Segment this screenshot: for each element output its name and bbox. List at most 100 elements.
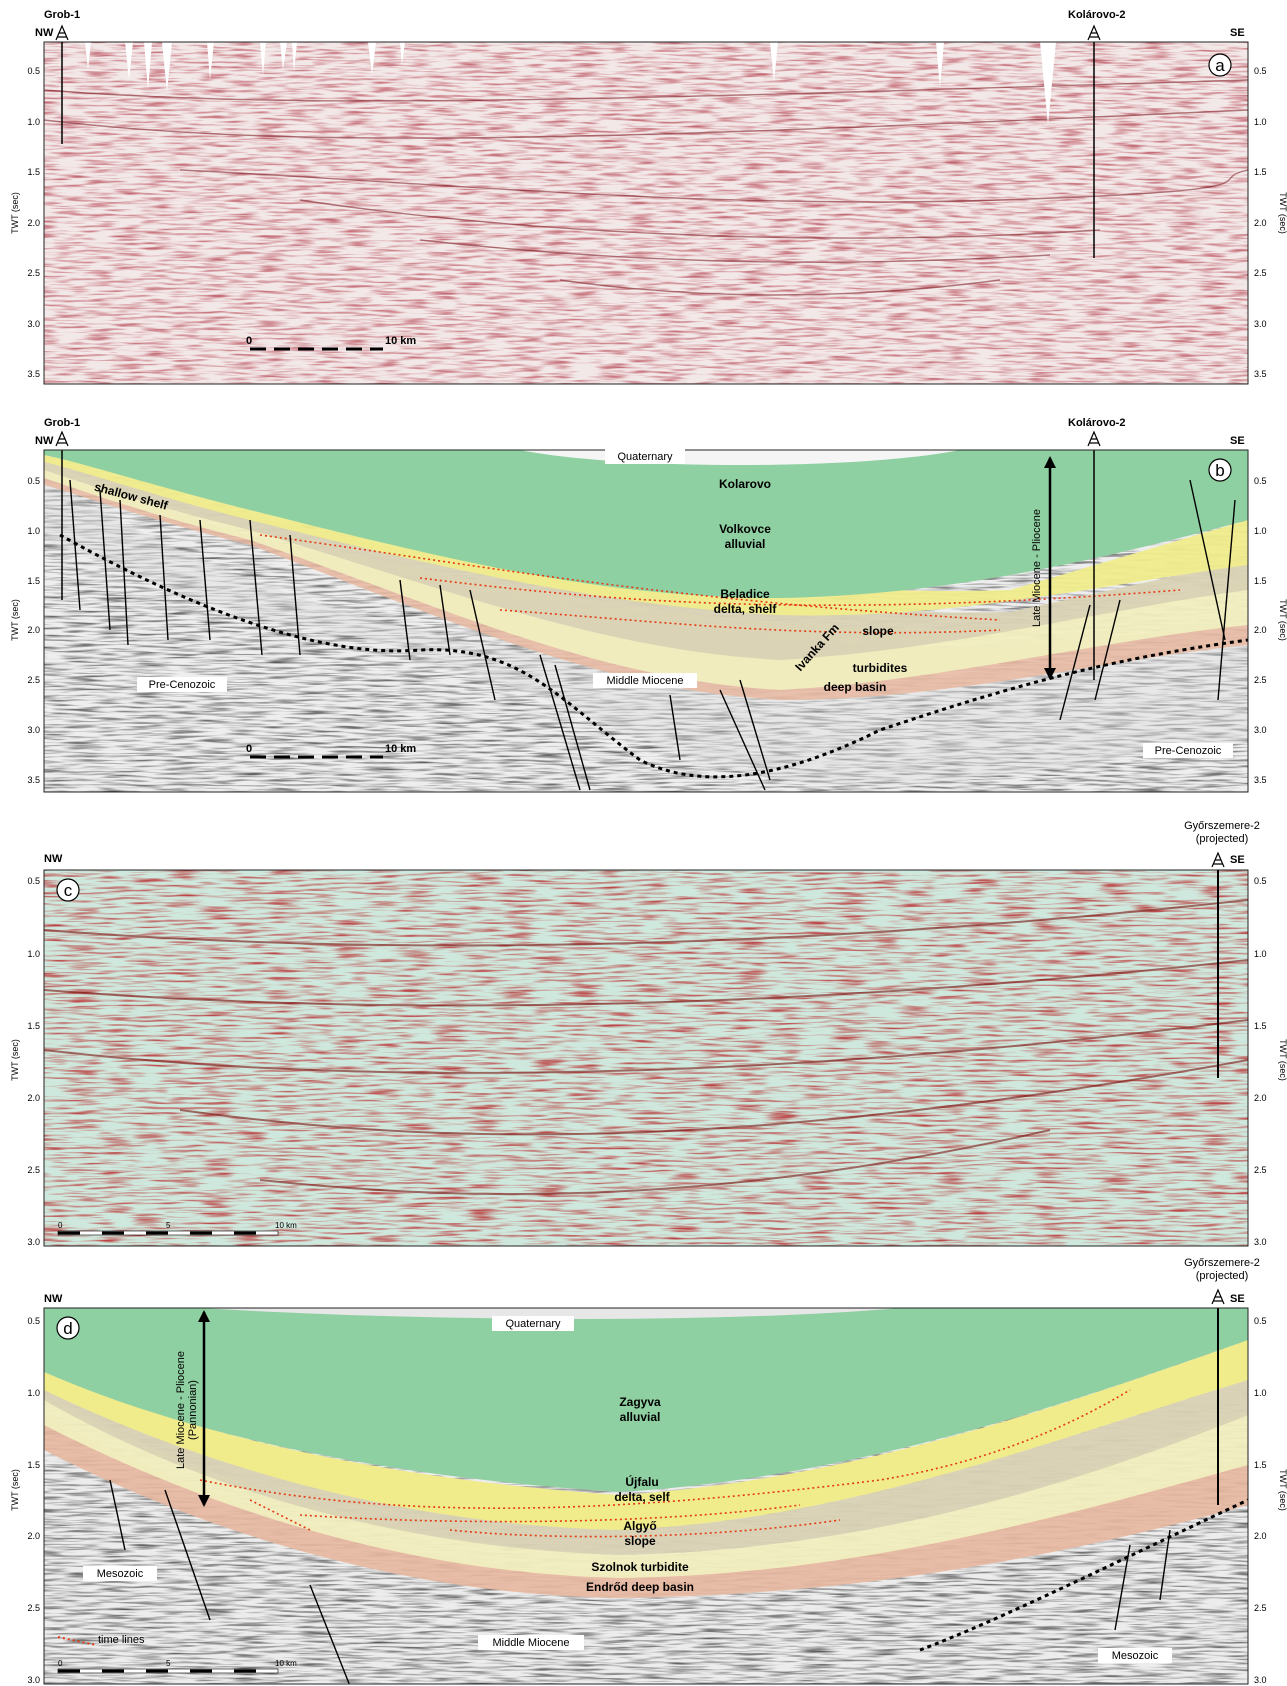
scale-end: 10 km bbox=[385, 335, 416, 347]
label-pre-cenozoic-left: Pre-Cenozoic bbox=[149, 679, 216, 691]
tick-left: 1.0 bbox=[27, 117, 40, 127]
panel-letter-badge bbox=[56, 878, 80, 902]
panel-letter-badge bbox=[1208, 53, 1232, 77]
scale-zero: 0 bbox=[246, 743, 252, 755]
tick-left: 3.5 bbox=[27, 775, 40, 785]
panel-a: Grob-1 Kolárovo-2 NW SE a 0.5 1.0 1.5 2.… bbox=[10, 9, 1287, 385]
label-algyo: Algyő bbox=[623, 1519, 656, 1533]
mesozoic-boundary bbox=[919, 1498, 1248, 1652]
panel-a-frame bbox=[43, 41, 1249, 385]
direction-se: SE bbox=[1230, 435, 1245, 447]
tick-right: 3.0 bbox=[1254, 1237, 1267, 1247]
tick-left: 2.0 bbox=[27, 1531, 40, 1541]
tick-left: 0.5 bbox=[27, 876, 40, 886]
label-deep-basin: deep basin bbox=[824, 680, 887, 694]
panel-c: Győrszemere-2 (projected) NW SE c 0.5 1.… bbox=[10, 820, 1287, 1247]
label-zagyva: Zagyva bbox=[619, 1395, 661, 1409]
tick-right: 2.0 bbox=[1254, 1531, 1267, 1541]
label-mesozoic-left: Mesozoic bbox=[97, 1568, 144, 1580]
well-label-grob1: Grob-1 bbox=[44, 417, 80, 429]
panel-letter-badge bbox=[1208, 458, 1232, 482]
tick-left: 2.5 bbox=[27, 268, 40, 278]
label-quaternary: Quaternary bbox=[617, 451, 673, 463]
tick-right: 3.5 bbox=[1254, 775, 1267, 785]
panel-d-faults bbox=[109, 1479, 1171, 1684]
panel-d-frame bbox=[43, 1307, 1249, 1685]
layer-delta bbox=[44, 1340, 1248, 1530]
label-slope: slope bbox=[862, 624, 894, 638]
panel-a-seismic-texture bbox=[44, 42, 1248, 384]
scale-mid: 5 bbox=[166, 1221, 171, 1230]
axis-label-left: TWT (sec) bbox=[10, 599, 20, 641]
direction-se: SE bbox=[1230, 27, 1245, 39]
well-label-grob1: Grob-1 bbox=[44, 9, 80, 21]
axis-label-right: TWT (sec) bbox=[1278, 192, 1287, 234]
layer-quaternary bbox=[200, 1308, 900, 1319]
tick-left: 1.0 bbox=[27, 1388, 40, 1398]
panel-a-surface-notches bbox=[85, 42, 1056, 125]
tick-right: 0.5 bbox=[1254, 66, 1267, 76]
label-delta-self: delta, self bbox=[614, 1490, 670, 1504]
tick-left: 1.5 bbox=[27, 1021, 40, 1031]
well-label-gyorszemere2: Győrszemere-2 bbox=[1184, 820, 1260, 832]
tick-left: 3.0 bbox=[27, 1237, 40, 1247]
derrick-icon bbox=[1211, 851, 1225, 868]
tick-right: 2.5 bbox=[1254, 268, 1267, 278]
tick-left: 1.5 bbox=[27, 576, 40, 586]
label-age-pannonian: (Pannonian) bbox=[187, 1380, 199, 1440]
label-box bbox=[492, 1316, 574, 1331]
legend-time-lines: time lines bbox=[98, 1634, 145, 1646]
well-label-projected: (projected) bbox=[1196, 1270, 1249, 1282]
tick-left: 2.5 bbox=[27, 675, 40, 685]
label-quaternary: Quaternary bbox=[505, 1318, 561, 1330]
tick-right: 0.5 bbox=[1254, 1316, 1267, 1326]
panel-c-reflectors bbox=[44, 899, 1248, 1196]
derrick-icon bbox=[55, 24, 69, 41]
tick-right: 1.5 bbox=[1254, 1021, 1267, 1031]
derrick-icon bbox=[55, 430, 69, 447]
axis-label-right: TWT (sec) bbox=[1278, 599, 1287, 641]
panel-b: Grob-1 Kolárovo-2 NW SE b 0.5 1.0 1.5 2.… bbox=[10, 417, 1287, 793]
direction-nw: NW bbox=[44, 853, 63, 865]
label-middle-miocene: Middle Miocene bbox=[606, 675, 683, 687]
tick-right: 1.5 bbox=[1254, 1460, 1267, 1470]
well-label-kolarovo2: Kolárovo-2 bbox=[1068, 417, 1125, 429]
scale-end: 10 km bbox=[385, 743, 416, 755]
tick-left: 0.5 bbox=[27, 476, 40, 486]
legend-time-line-swatch bbox=[57, 1636, 97, 1646]
well-label-gyorszemere2: Győrszemere-2 bbox=[1184, 1257, 1260, 1269]
label-box bbox=[137, 677, 227, 692]
tick-right: 1.0 bbox=[1254, 117, 1267, 127]
panel-letter: b bbox=[1215, 461, 1224, 480]
panel-a-reflectors bbox=[44, 79, 1248, 296]
scale-zero: 0 bbox=[246, 335, 252, 347]
panel-b-time-lines bbox=[259, 534, 1181, 634]
tick-right: 2.5 bbox=[1254, 1165, 1267, 1175]
scale-mid: 5 bbox=[166, 1659, 171, 1668]
label-ujfalu: Újfalu bbox=[625, 1474, 658, 1489]
pre-cenozoic-boundary bbox=[59, 533, 1248, 779]
well-label-kolarovo2: Kolárovo-2 bbox=[1068, 9, 1125, 21]
label-szolnok: Szolnok turbidite bbox=[591, 1560, 689, 1574]
axis-label-right: TWT (sec) bbox=[1278, 1039, 1287, 1081]
tick-right: 1.0 bbox=[1254, 949, 1267, 959]
tick-left: 0.5 bbox=[27, 66, 40, 76]
tick-left: 1.0 bbox=[27, 949, 40, 959]
axis-label-left: TWT (sec) bbox=[10, 1469, 20, 1511]
derrick-icon bbox=[1087, 24, 1101, 41]
direction-nw: NW bbox=[44, 1293, 63, 1305]
axis-label-left: TWT (sec) bbox=[10, 1039, 20, 1081]
tick-left: 3.0 bbox=[27, 1675, 40, 1685]
label-beladice: Beladice bbox=[720, 587, 770, 601]
scale-zero: 0 bbox=[58, 1221, 63, 1230]
tick-right: 3.5 bbox=[1254, 369, 1267, 379]
tick-left: 2.5 bbox=[27, 1165, 40, 1175]
tick-left: 2.0 bbox=[27, 1093, 40, 1103]
tick-left: 1.0 bbox=[27, 526, 40, 536]
label-alluvial: alluvial bbox=[620, 1410, 661, 1424]
tick-right: 2.0 bbox=[1254, 1093, 1267, 1103]
label-endrod: Endrőd deep basin bbox=[586, 1580, 694, 1594]
tick-right: 0.5 bbox=[1254, 876, 1267, 886]
scale-zero: 0 bbox=[58, 1659, 63, 1668]
